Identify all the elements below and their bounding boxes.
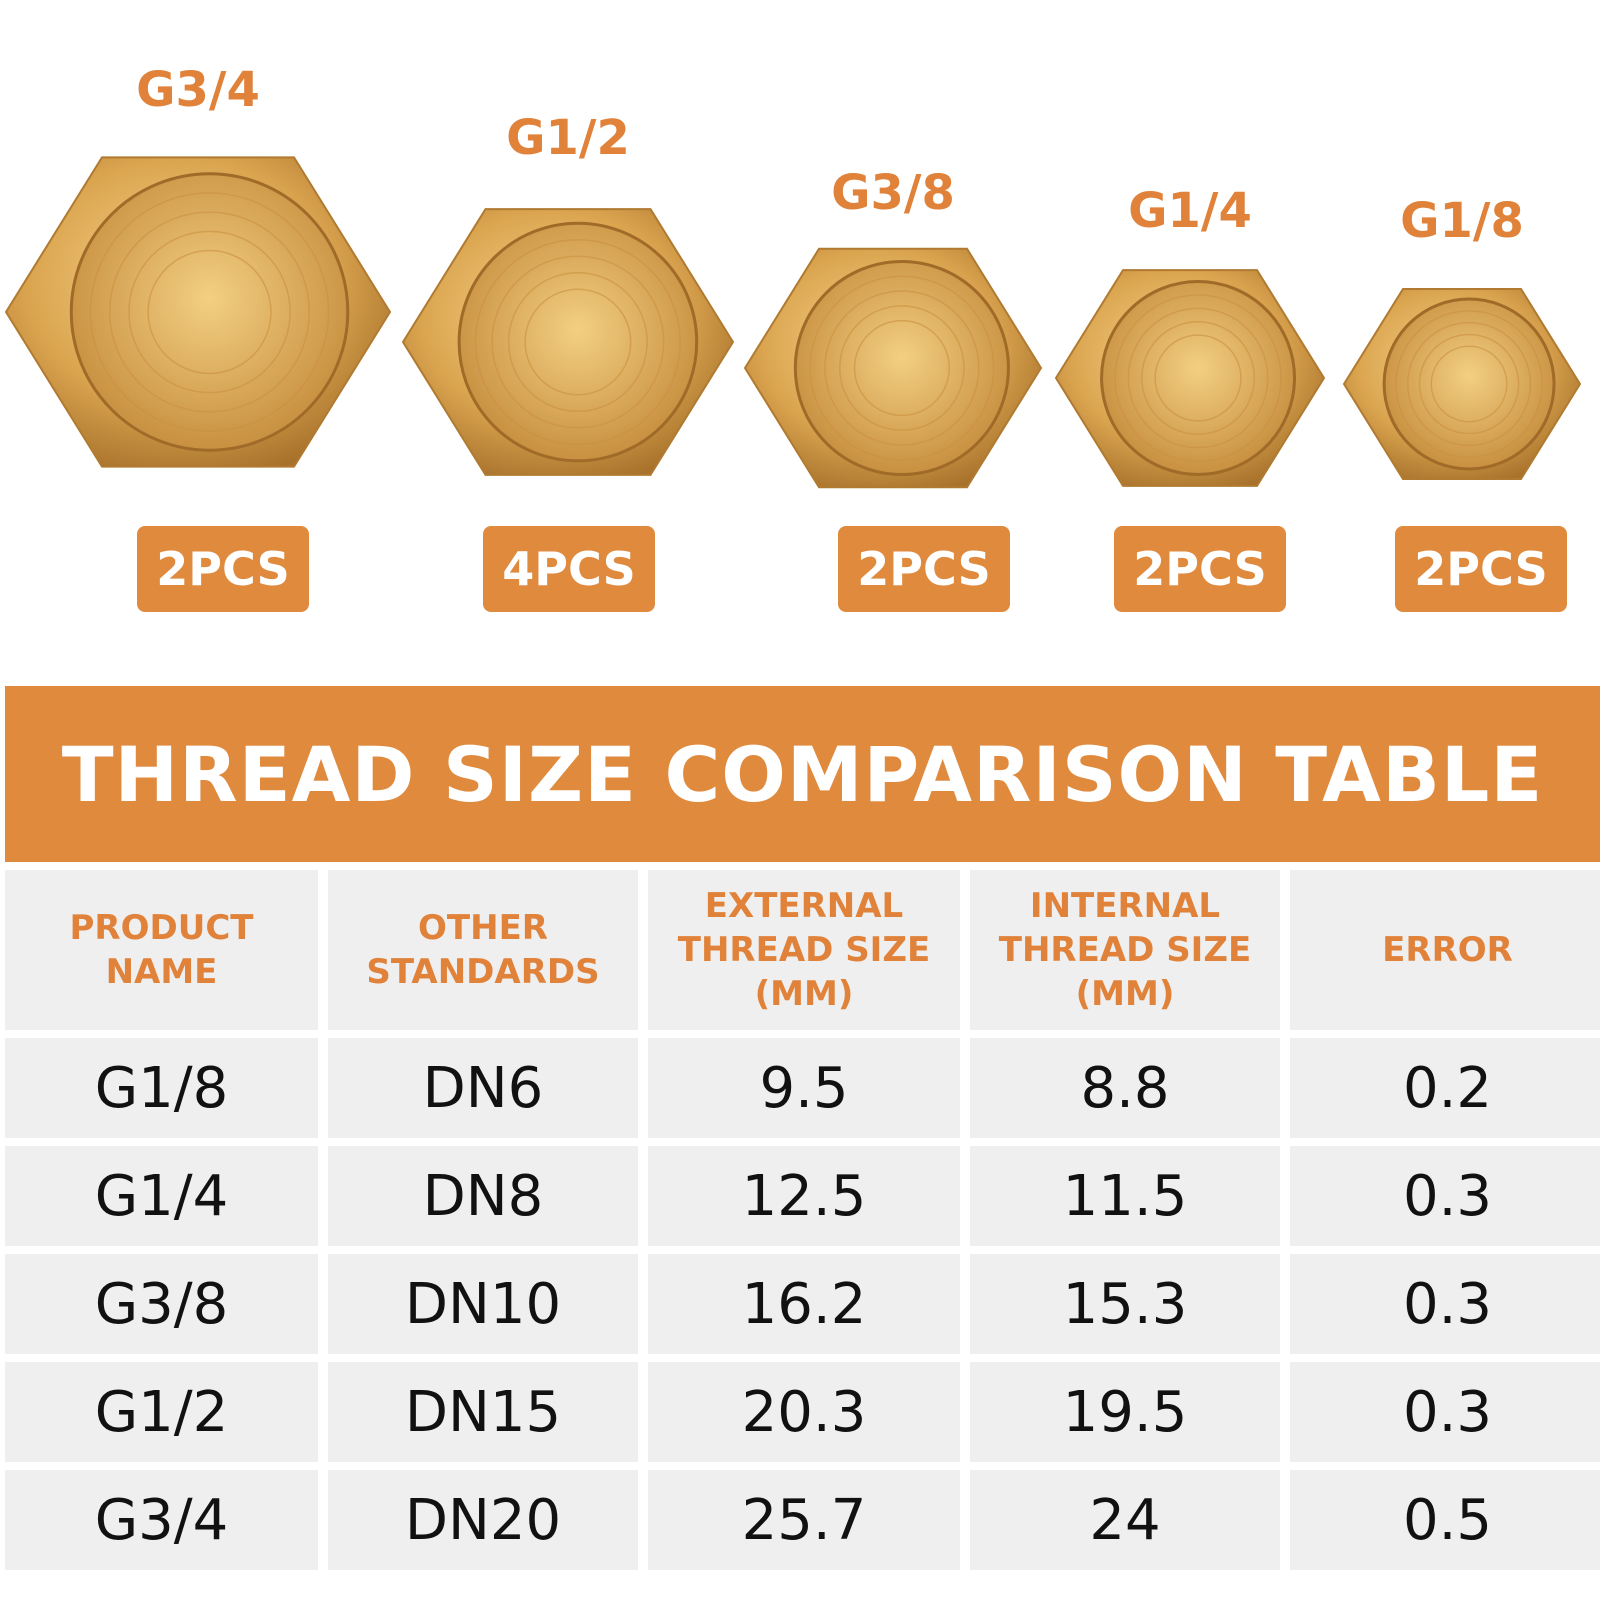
thread-ring bbox=[853, 319, 950, 417]
table-cell: 12.5 bbox=[648, 1146, 960, 1246]
thread-ring bbox=[507, 271, 648, 413]
table-cell: DN20 bbox=[328, 1470, 638, 1570]
table-cell: 8.8 bbox=[970, 1038, 1280, 1138]
header-cell: ERROR bbox=[1290, 870, 1600, 1030]
table-cell: 0.2 bbox=[1290, 1038, 1600, 1138]
thread-ring bbox=[1406, 321, 1532, 447]
table-cell: DN15 bbox=[328, 1362, 638, 1462]
cap-opening bbox=[793, 259, 1010, 477]
table-cell: G1/4 bbox=[5, 1146, 318, 1246]
banner-title: THREAD SIZE COMPARISON TABLE bbox=[5, 686, 1600, 862]
thread-ring bbox=[1114, 294, 1282, 462]
table-cell: 15.3 bbox=[970, 1254, 1280, 1354]
quantity-badge: 4PCS bbox=[483, 526, 655, 612]
thread-ring bbox=[838, 305, 965, 431]
table-cell: 25.7 bbox=[648, 1470, 960, 1570]
thread-ring bbox=[474, 238, 681, 446]
product-label: G1/2 bbox=[506, 110, 630, 166]
quantity-badge: 2PCS bbox=[1395, 526, 1567, 612]
thread-ring bbox=[1141, 320, 1256, 436]
product-label: G3/8 bbox=[831, 165, 955, 221]
header-cell: INTERNAL THREAD SIZE (MM) bbox=[970, 870, 1280, 1030]
table-cell: 16.2 bbox=[648, 1254, 960, 1354]
table-cell: 9.5 bbox=[648, 1038, 960, 1138]
comparison-table: PRODUCT NAME OTHER STANDARDS EXTERNAL THRE… bbox=[5, 870, 1600, 1570]
table-cell: G1/8 bbox=[5, 1038, 318, 1138]
thread-ring bbox=[1127, 307, 1269, 449]
thread-ring bbox=[1418, 333, 1520, 435]
table-cell: 24 bbox=[970, 1470, 1280, 1570]
table-cell: G3/8 bbox=[5, 1254, 318, 1354]
cap-opening bbox=[1100, 280, 1297, 476]
quantity-badge: 2PCS bbox=[1114, 526, 1286, 612]
header-cell: OTHER STANDARDS bbox=[328, 870, 638, 1030]
thread-ring bbox=[1154, 334, 1242, 422]
table-cell: G3/4 bbox=[5, 1470, 318, 1570]
quantity-badge: 2PCS bbox=[137, 526, 309, 612]
thread-ring bbox=[491, 255, 665, 429]
thread-ring bbox=[147, 249, 272, 375]
product-label: G3/4 bbox=[136, 62, 260, 118]
quantity-badge: 2PCS bbox=[838, 526, 1010, 612]
table-cell: 0.3 bbox=[1290, 1254, 1600, 1354]
thread-ring bbox=[89, 192, 330, 432]
table-cell: 0.3 bbox=[1290, 1362, 1600, 1462]
thread-ring bbox=[809, 275, 995, 461]
header-cell: PRODUCT NAME bbox=[5, 870, 318, 1030]
thread-ring bbox=[128, 230, 291, 394]
header-cell: EXTERNAL THREAD SIZE (MM) bbox=[648, 870, 960, 1030]
product-label: G1/8 bbox=[1400, 193, 1524, 249]
table-cell: 0.3 bbox=[1290, 1146, 1600, 1246]
table-cell: DN10 bbox=[328, 1254, 638, 1354]
table-cell: DN6 bbox=[328, 1038, 638, 1138]
cap-opening bbox=[1382, 297, 1556, 471]
table-cell: 0.5 bbox=[1290, 1470, 1600, 1570]
cap-opening bbox=[457, 221, 699, 463]
table-cell: 19.5 bbox=[970, 1362, 1280, 1462]
table-cell: 11.5 bbox=[970, 1146, 1280, 1246]
cap-opening bbox=[69, 172, 350, 452]
thread-ring bbox=[108, 211, 311, 413]
table-cell: 20.3 bbox=[648, 1362, 960, 1462]
thread-ring bbox=[1395, 310, 1543, 458]
thread-ring bbox=[1430, 345, 1508, 423]
thread-ring bbox=[824, 290, 980, 446]
product-images bbox=[4, 156, 1582, 489]
thread-ring bbox=[524, 288, 632, 396]
table-cell: DN8 bbox=[328, 1146, 638, 1246]
product-label: G1/4 bbox=[1128, 183, 1252, 239]
table-cell: G1/2 bbox=[5, 1362, 318, 1462]
